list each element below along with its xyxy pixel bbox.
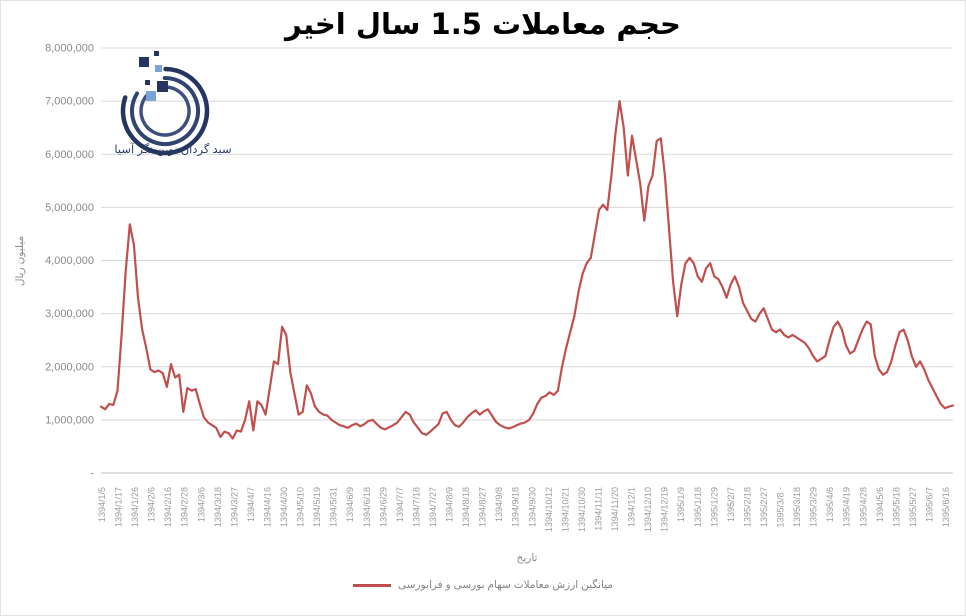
x-tick-label: 1395/6/16	[941, 487, 951, 527]
x-tick-label: 1395/5/18	[891, 487, 901, 527]
x-tick-label: 1394/1/26	[130, 487, 140, 527]
y-tick-label: 7,000,000	[45, 96, 94, 108]
x-tick-label: 1394/12/1	[627, 487, 637, 527]
x-tick-label: 1395/3/18	[792, 487, 802, 527]
x-tick-label: 1394/9/8	[494, 487, 504, 522]
y-tick-label: 4,000,000	[45, 255, 94, 267]
x-tick-label: 1394/4/7	[246, 487, 256, 522]
x-tick-label: 1394/12/10	[643, 487, 653, 532]
x-tick-label: 1394/7/27	[428, 487, 438, 527]
x-tick-label: 1395/4/19	[842, 487, 852, 527]
y-tick-label: 5,000,000	[45, 202, 94, 214]
x-tick-label: 1394/5/19	[312, 487, 322, 527]
legend-series-label: میانگین ارزش معاملات سهام بورسی و فرابور…	[398, 579, 613, 591]
x-tick-label: 1394/1/17	[114, 487, 124, 527]
x-tick-label: 1395/4/6	[825, 487, 835, 522]
legend[interactable]: میانگین ارزش معاملات سهام بورسی و فرابور…	[1, 579, 965, 591]
x-tick-label: 1394/4/30	[279, 487, 289, 527]
x-tick-label: 1394/9/30	[527, 487, 537, 527]
x-tick-label: 1394/2/28	[180, 487, 190, 527]
company-name: سبد گردان نوین نگر آسیا	[114, 144, 232, 156]
y-tick-label: 8,000,000	[45, 43, 94, 55]
x-tick-label: 1394/2/6	[147, 487, 157, 522]
x-axis-title: تاریخ	[516, 552, 538, 564]
y-tick-label: 6,000,000	[45, 149, 94, 161]
x-tick-label: 1395/3/8 -	[776, 487, 786, 528]
x-tick-label: 1394/2/16	[163, 487, 173, 527]
x-tick-label: 1394/3/18	[213, 487, 223, 527]
x-tick-label: 1394/5/31	[329, 487, 339, 527]
x-tick-label: 1394/3/27	[229, 487, 239, 527]
x-tick-label: 1394/10/30	[577, 487, 587, 532]
x-tick-label: 1394/10/12	[544, 487, 554, 532]
x-tick-label: 1395/2/7	[726, 487, 736, 522]
x-tick-label: 1394/8/9	[445, 487, 455, 522]
x-tick-label: 1394/6/29	[378, 487, 388, 527]
y-tick-label: 2,000,000	[45, 361, 94, 373]
y-tick-label: 1,000,000	[45, 414, 94, 426]
x-tick-label: 1395/1/18	[693, 487, 703, 527]
legend-line-swatch-icon	[353, 583, 391, 587]
x-tick-label: 1394/8/27	[478, 487, 488, 527]
x-tick-label: 1395/1/9	[676, 487, 686, 522]
x-tick-label: 1395/3/29	[809, 487, 819, 527]
x-tick-label: 1395/6/7	[924, 487, 934, 522]
y-tick-label: -	[90, 468, 94, 480]
logo-swirl-icon	[120, 51, 210, 156]
x-tick-label: 1394/10/21	[560, 487, 570, 532]
x-tick-label: 1395/2/18	[742, 487, 752, 527]
x-tick-label: 1394/7/18	[411, 487, 421, 527]
x-tick-label: 1394/12/19	[660, 487, 670, 532]
x-tick-label: 1394/8/18	[461, 487, 471, 527]
series-line[interactable]	[99, 99, 955, 440]
y-tick-label: 3,000,000	[45, 308, 94, 320]
x-tick-label: 1394/5/10	[296, 487, 306, 527]
x-tick-label: 1394/6/18	[362, 487, 372, 527]
x-tick-label: 1395/1/29	[709, 487, 719, 527]
x-tick-label: 1394/5/6	[875, 487, 885, 522]
x-tick-label: 1394/11/11	[593, 487, 603, 531]
x-tick-label: 1395/5/27	[908, 487, 918, 527]
chart-title: حجم معاملات 1.5 سال اخیر	[285, 7, 681, 41]
x-tick-label: 1394/9/18	[511, 487, 521, 527]
y-axis-title: میلیون ریال	[14, 236, 26, 286]
x-tick-label: 1395/4/28	[858, 487, 868, 527]
company-logo	[120, 51, 210, 156]
x-tick-label: 1394/6/9	[345, 487, 355, 522]
x-tick-label: 1395/2/27	[759, 487, 769, 527]
x-tick-label: 1394/11/20	[610, 487, 620, 531]
x-tick-label: 1394/4/16	[262, 487, 272, 527]
x-tick-label: 1394/1/5	[97, 487, 107, 522]
x-tick-label: 1394/3/6	[196, 487, 206, 522]
x-tick-label: 1394/7/7	[395, 487, 405, 522]
